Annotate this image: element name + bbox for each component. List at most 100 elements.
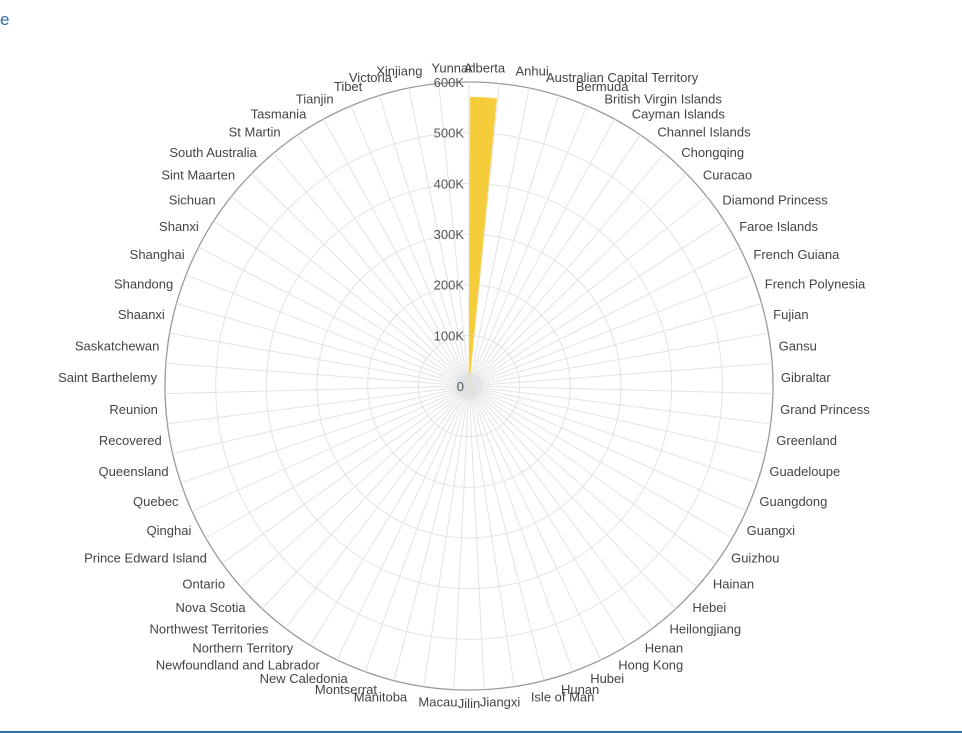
grid-spoke — [231, 196, 470, 387]
category-label: Gansu — [779, 338, 817, 353]
grid-spoke — [468, 95, 560, 387]
category-label: Saint Barthelemy — [58, 370, 157, 385]
grid-spoke — [310, 385, 470, 646]
y-tick-label: 500K — [434, 126, 465, 141]
grid-spoke — [468, 274, 753, 387]
grid-spoke — [240, 385, 470, 588]
y-tick-label: 600K — [434, 75, 465, 90]
grid-spoke — [423, 385, 470, 687]
grid-spoke — [297, 134, 470, 387]
category-label: Chongqing — [681, 145, 744, 160]
grid-spoke — [468, 385, 766, 455]
category-label: Reunion — [109, 402, 157, 417]
category-label: Yunnan — [431, 60, 475, 75]
category-label: Tianjin — [296, 91, 334, 106]
grid-spoke — [213, 220, 470, 387]
category-label: Channel Islands — [657, 125, 751, 140]
grid-spoke — [323, 118, 470, 387]
grid-spoke — [468, 173, 687, 387]
category-label: Victoria — [349, 70, 393, 85]
category-label: Hubei — [590, 671, 624, 686]
grid-spoke — [468, 303, 762, 387]
category-label: Isle of Man — [531, 690, 595, 705]
y-tick-label: 300K — [434, 227, 465, 242]
grid-spoke — [273, 152, 470, 387]
grid-spoke — [468, 105, 588, 387]
category-label: Shaanxi — [118, 307, 165, 322]
category-label: Australian Capital Territory — [546, 70, 699, 85]
category-label: Qinghai — [147, 523, 192, 538]
grid-spoke — [468, 332, 769, 387]
grid-spoke — [408, 87, 470, 387]
category-label: Recovered — [99, 433, 162, 448]
grid-spoke — [261, 385, 470, 610]
grid-spoke — [205, 385, 470, 539]
grid-spoke — [468, 385, 628, 646]
bottom-divider — [0, 731, 962, 733]
grid-spoke — [468, 134, 641, 387]
category-label: Hong Kong — [618, 657, 683, 672]
category-label: Quebec — [133, 494, 179, 509]
category-label: Heilongjiang — [670, 622, 742, 637]
category-label: St Martin — [229, 125, 281, 140]
tick-layer: 0 100K 200K 300K 400K 500K 600K — [434, 75, 465, 394]
grid-spoke — [468, 246, 740, 387]
grid-spoke — [364, 385, 470, 672]
grid-spoke — [180, 385, 470, 484]
category-label: Guizhou — [731, 551, 779, 566]
grid-spoke — [468, 385, 677, 610]
grid-spoke — [468, 385, 717, 564]
category-label: Nova Scotia — [176, 600, 247, 615]
grid-spoke — [393, 385, 470, 681]
grid-spoke — [350, 105, 470, 387]
grid-spoke — [468, 152, 665, 387]
category-label: Manitoba — [354, 690, 408, 705]
category-label: Gibraltar — [781, 370, 832, 385]
y-tick-label: 200K — [434, 278, 465, 293]
grid-spoke — [468, 385, 602, 661]
grid-spoke — [438, 83, 470, 387]
grid-spoke — [191, 385, 470, 512]
category-label: Newfoundland and Labrador — [156, 657, 321, 672]
y-tick-label: 0 — [457, 379, 464, 394]
grid-spoke — [468, 385, 515, 687]
bar-alberta[interactable] — [468, 96, 498, 387]
category-label: Ontario — [182, 576, 225, 591]
top-link[interactable]: e — [0, 10, 10, 29]
category-label: Hainan — [713, 576, 754, 591]
category-label: Shanxi — [159, 219, 199, 234]
grid-spoke — [453, 385, 470, 690]
grid-spoke — [468, 385, 733, 539]
category-label: Tibet — [334, 79, 363, 94]
grid-spoke — [198, 246, 470, 387]
grid-spoke — [468, 385, 574, 672]
grid-spoke — [468, 385, 771, 425]
grid-spoke — [468, 118, 615, 387]
grid-spoke — [285, 385, 470, 629]
category-label: Grand Princess — [780, 402, 870, 417]
center-hub — [455, 372, 483, 400]
grid-spoke — [468, 385, 485, 690]
grid-spoke — [172, 385, 470, 455]
category-label: Shanghai — [130, 247, 185, 262]
category-label: Macau — [418, 694, 457, 709]
category-label: Queensland — [99, 464, 169, 479]
category-label: Henan — [645, 641, 683, 656]
category-label: Xinjiang — [376, 64, 422, 79]
category-label: Prince Edward Island — [84, 551, 207, 566]
category-label: Cayman Islands — [632, 107, 726, 122]
grid-spoke — [221, 385, 470, 564]
grid-spoke — [251, 173, 470, 387]
grid-spoke — [176, 303, 470, 387]
category-label: Montserrat — [315, 682, 378, 697]
grid-spoke — [468, 385, 545, 681]
grid-spoke — [378, 95, 470, 387]
category-label: Saskatchewan — [75, 338, 160, 353]
grid-spoke — [167, 385, 470, 425]
grid-spoke — [468, 385, 773, 395]
category-label: Guangxi — [747, 523, 796, 538]
grid-spoke — [185, 274, 470, 387]
grid-spoke — [468, 87, 530, 387]
